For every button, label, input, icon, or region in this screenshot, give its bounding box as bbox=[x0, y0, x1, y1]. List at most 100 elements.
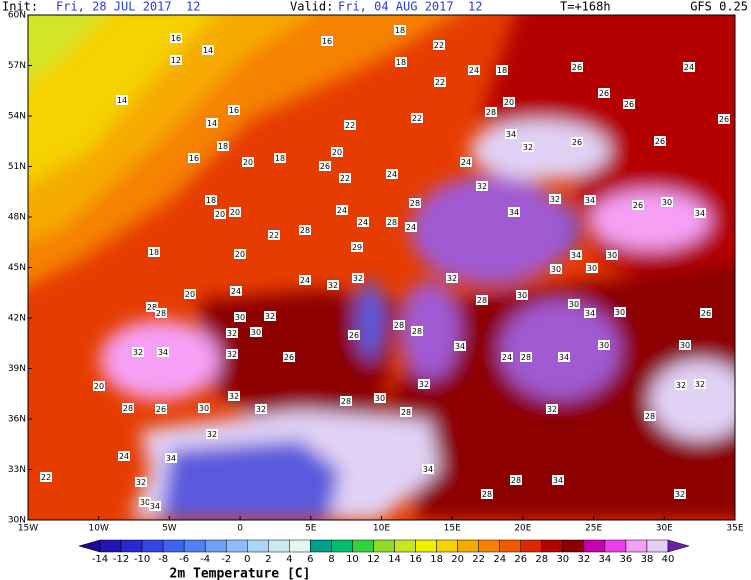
temperature-value: 28 bbox=[521, 353, 531, 362]
temperature-value: 28 bbox=[486, 108, 496, 117]
temperature-value: 34 bbox=[509, 208, 519, 217]
colorbar-box bbox=[394, 539, 416, 553]
colorbar-tick-label: 20 bbox=[451, 554, 464, 565]
lat-label: 36N bbox=[8, 415, 26, 425]
temperature-value: 24 bbox=[231, 287, 241, 296]
temperature-value: 30 bbox=[607, 251, 617, 260]
colorbar-box bbox=[141, 539, 164, 553]
colorbar-box bbox=[310, 539, 332, 553]
colorbar-tick-label: 16 bbox=[409, 554, 422, 565]
temperature-value: 34 bbox=[158, 348, 168, 357]
value-box bbox=[606, 250, 618, 260]
temperature-value: 32 bbox=[675, 490, 685, 499]
value-box bbox=[299, 275, 311, 285]
temperature-value: 34 bbox=[585, 309, 595, 318]
value-box bbox=[319, 161, 331, 171]
value-box bbox=[184, 289, 196, 299]
colorbar-box bbox=[204, 539, 227, 553]
temperature-value: 32 bbox=[229, 392, 239, 401]
value-box bbox=[485, 107, 497, 117]
temperature-value: 16 bbox=[189, 154, 199, 163]
colorbar-tick-label: 8 bbox=[328, 554, 334, 565]
model: GFS 0.25 bbox=[690, 0, 748, 14]
temperature-value: 24 bbox=[119, 452, 129, 461]
value-box bbox=[226, 349, 238, 359]
value-box bbox=[264, 311, 276, 321]
colorbar-tick-label: -6 bbox=[179, 554, 189, 565]
colorbar-tick-label: 2 bbox=[265, 554, 271, 565]
value-box bbox=[422, 464, 434, 474]
value-box bbox=[418, 379, 430, 389]
temperature-value: 12 bbox=[171, 56, 181, 65]
temperature-value: 16 bbox=[322, 37, 332, 46]
lon-label: 25E bbox=[585, 524, 602, 534]
temperature-value: 22 bbox=[345, 121, 355, 130]
temperature-value: 34 bbox=[423, 465, 433, 474]
temperature-value: 28 bbox=[401, 408, 411, 417]
value-box bbox=[205, 195, 217, 205]
temperature-value: 32 bbox=[695, 380, 705, 389]
temperature-value: 16 bbox=[229, 106, 239, 115]
colorbar-tick-label: 40 bbox=[662, 554, 675, 565]
colorbar-box bbox=[331, 539, 353, 553]
temperature-value: 28 bbox=[156, 309, 166, 318]
value-box bbox=[188, 153, 200, 163]
temperature-value: 32 bbox=[133, 348, 143, 357]
colorbar-tick-label: 12 bbox=[367, 554, 380, 565]
temperature-value: 20 bbox=[243, 158, 253, 167]
colorbar-box bbox=[225, 539, 248, 553]
temperature-value: 34 bbox=[585, 196, 595, 205]
value-box bbox=[503, 97, 515, 107]
value-box bbox=[468, 65, 480, 75]
colorbar-box bbox=[604, 539, 627, 553]
value-box bbox=[571, 62, 583, 72]
temperature-value: 32 bbox=[419, 380, 429, 389]
temperature-value: 20 bbox=[332, 148, 342, 157]
colorbar-tick-label: 10 bbox=[346, 554, 359, 565]
temperature-value: 22 bbox=[41, 473, 51, 482]
value-box bbox=[386, 169, 398, 179]
value-box bbox=[230, 286, 242, 296]
colorbar-tick-label: 24 bbox=[493, 554, 506, 565]
value-box bbox=[250, 327, 262, 337]
lat-label: 60N bbox=[8, 11, 26, 21]
value-box bbox=[516, 290, 528, 300]
value-box bbox=[228, 391, 240, 401]
init-time: Fri, 28 JUL 2017 12 bbox=[56, 0, 201, 14]
value-box bbox=[165, 453, 177, 463]
value-box bbox=[481, 489, 493, 499]
value-box bbox=[283, 352, 295, 362]
lon-label: 10W bbox=[89, 524, 109, 534]
value-box bbox=[352, 273, 364, 283]
value-box bbox=[552, 475, 564, 485]
temperature-value: 30 bbox=[662, 198, 672, 207]
value-box bbox=[234, 312, 246, 322]
temperature-value: 30 bbox=[251, 328, 261, 337]
colorbar-box bbox=[520, 539, 543, 553]
temperature-value: 34 bbox=[506, 130, 516, 139]
value-box bbox=[508, 207, 520, 217]
colorbar-box bbox=[499, 539, 521, 553]
value-box bbox=[400, 407, 412, 417]
init-label: Init: bbox=[2, 0, 38, 14]
value-box bbox=[340, 396, 352, 406]
temperature-value: 28 bbox=[123, 404, 133, 413]
value-box bbox=[198, 403, 210, 413]
temperature-value: 30 bbox=[680, 341, 690, 350]
value-box bbox=[454, 341, 466, 351]
value-box bbox=[586, 263, 598, 273]
colorbar-tick-label: 30 bbox=[556, 554, 569, 565]
colorbar-box bbox=[646, 539, 669, 553]
temperature-value: 30 bbox=[140, 498, 150, 507]
value-box bbox=[434, 77, 446, 87]
value-box bbox=[501, 352, 513, 362]
lat-label: 57N bbox=[8, 61, 26, 71]
valid-time: Fri, 04 AUG 2017 12 bbox=[338, 0, 483, 14]
value-box bbox=[718, 114, 730, 124]
colorbar-box bbox=[436, 539, 458, 553]
temperature-value: 24 bbox=[684, 63, 694, 72]
temperature-value: 32 bbox=[136, 478, 146, 487]
value-box bbox=[694, 208, 706, 218]
value-box bbox=[202, 45, 214, 55]
temperature-value: 34 bbox=[695, 209, 705, 218]
